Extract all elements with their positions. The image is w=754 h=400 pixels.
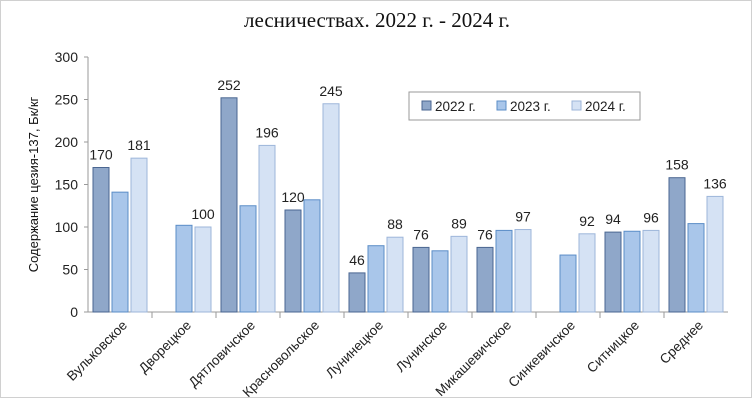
legend-label: 2022 г. <box>435 99 476 114</box>
y-tick-label: 200 <box>55 134 79 150</box>
data-label: 92 <box>579 213 595 229</box>
data-label: 120 <box>281 189 305 205</box>
data-label: 196 <box>255 124 279 140</box>
data-label: 158 <box>665 157 689 173</box>
category-label: Синкевичское <box>505 318 578 391</box>
category-label: Лунинское <box>393 318 450 375</box>
bar <box>431 250 449 313</box>
bar <box>668 177 686 313</box>
category-label: Вульковское <box>64 318 130 384</box>
bar <box>578 233 596 313</box>
data-label: 76 <box>413 226 429 242</box>
y-tick-label: 250 <box>55 92 79 108</box>
bar <box>322 103 340 313</box>
bar <box>220 97 238 313</box>
legend-swatch <box>496 100 507 111</box>
category-label: Дворецкое <box>136 318 194 376</box>
bar <box>111 191 129 313</box>
data-label: 100 <box>191 206 215 222</box>
legend-label: 2024 г. <box>585 99 626 114</box>
bar <box>642 229 660 313</box>
chart-title-line-2: лесничествах. 2022 г. - 2024 г. <box>244 8 510 32</box>
y-tick-label: 50 <box>62 262 78 278</box>
y-tick-label: 0 <box>70 304 78 320</box>
bar <box>258 144 276 313</box>
bar <box>450 235 468 313</box>
bar <box>386 236 404 313</box>
data-label: 88 <box>387 216 403 232</box>
legend-swatch <box>421 100 432 111</box>
bar <box>239 205 257 313</box>
bar <box>194 226 212 313</box>
data-label: 46 <box>349 252 365 268</box>
y-tick-label: 150 <box>55 177 79 193</box>
data-label: 76 <box>477 226 493 242</box>
category-label: Ситницкое <box>584 318 642 376</box>
data-label: 97 <box>515 209 531 225</box>
bar <box>284 209 302 313</box>
bar <box>412 246 430 313</box>
y-axis-title: Содержание цезия-137, Бк/кг <box>26 96 41 272</box>
bar <box>706 195 724 313</box>
data-label: 96 <box>643 209 659 225</box>
bar <box>559 254 577 313</box>
data-label: 94 <box>605 211 621 227</box>
bar <box>476 246 494 313</box>
data-label: 181 <box>127 137 151 153</box>
y-tick-label: 100 <box>55 219 79 235</box>
category-label: Дятловичское <box>186 318 258 390</box>
bar <box>130 157 148 313</box>
bar <box>303 199 321 313</box>
bar <box>623 230 641 313</box>
bar <box>175 224 193 313</box>
bar <box>495 229 513 313</box>
data-label: 89 <box>451 215 467 231</box>
legend-label: 2023 г. <box>510 99 551 114</box>
category-label: Среднее <box>657 318 706 367</box>
bar <box>687 223 705 313</box>
legend-swatch <box>571 100 582 111</box>
bar <box>367 245 385 313</box>
y-tick-label: 300 <box>55 49 79 65</box>
data-label: 245 <box>319 83 343 99</box>
data-label: 252 <box>217 77 241 93</box>
legend-box <box>408 91 641 121</box>
bar <box>604 231 622 313</box>
data-label: 136 <box>703 175 727 191</box>
bar <box>92 167 110 313</box>
bar <box>348 272 366 313</box>
category-label: Лунинецкое <box>323 318 386 381</box>
data-label: 170 <box>89 147 113 163</box>
bar <box>514 229 532 313</box>
